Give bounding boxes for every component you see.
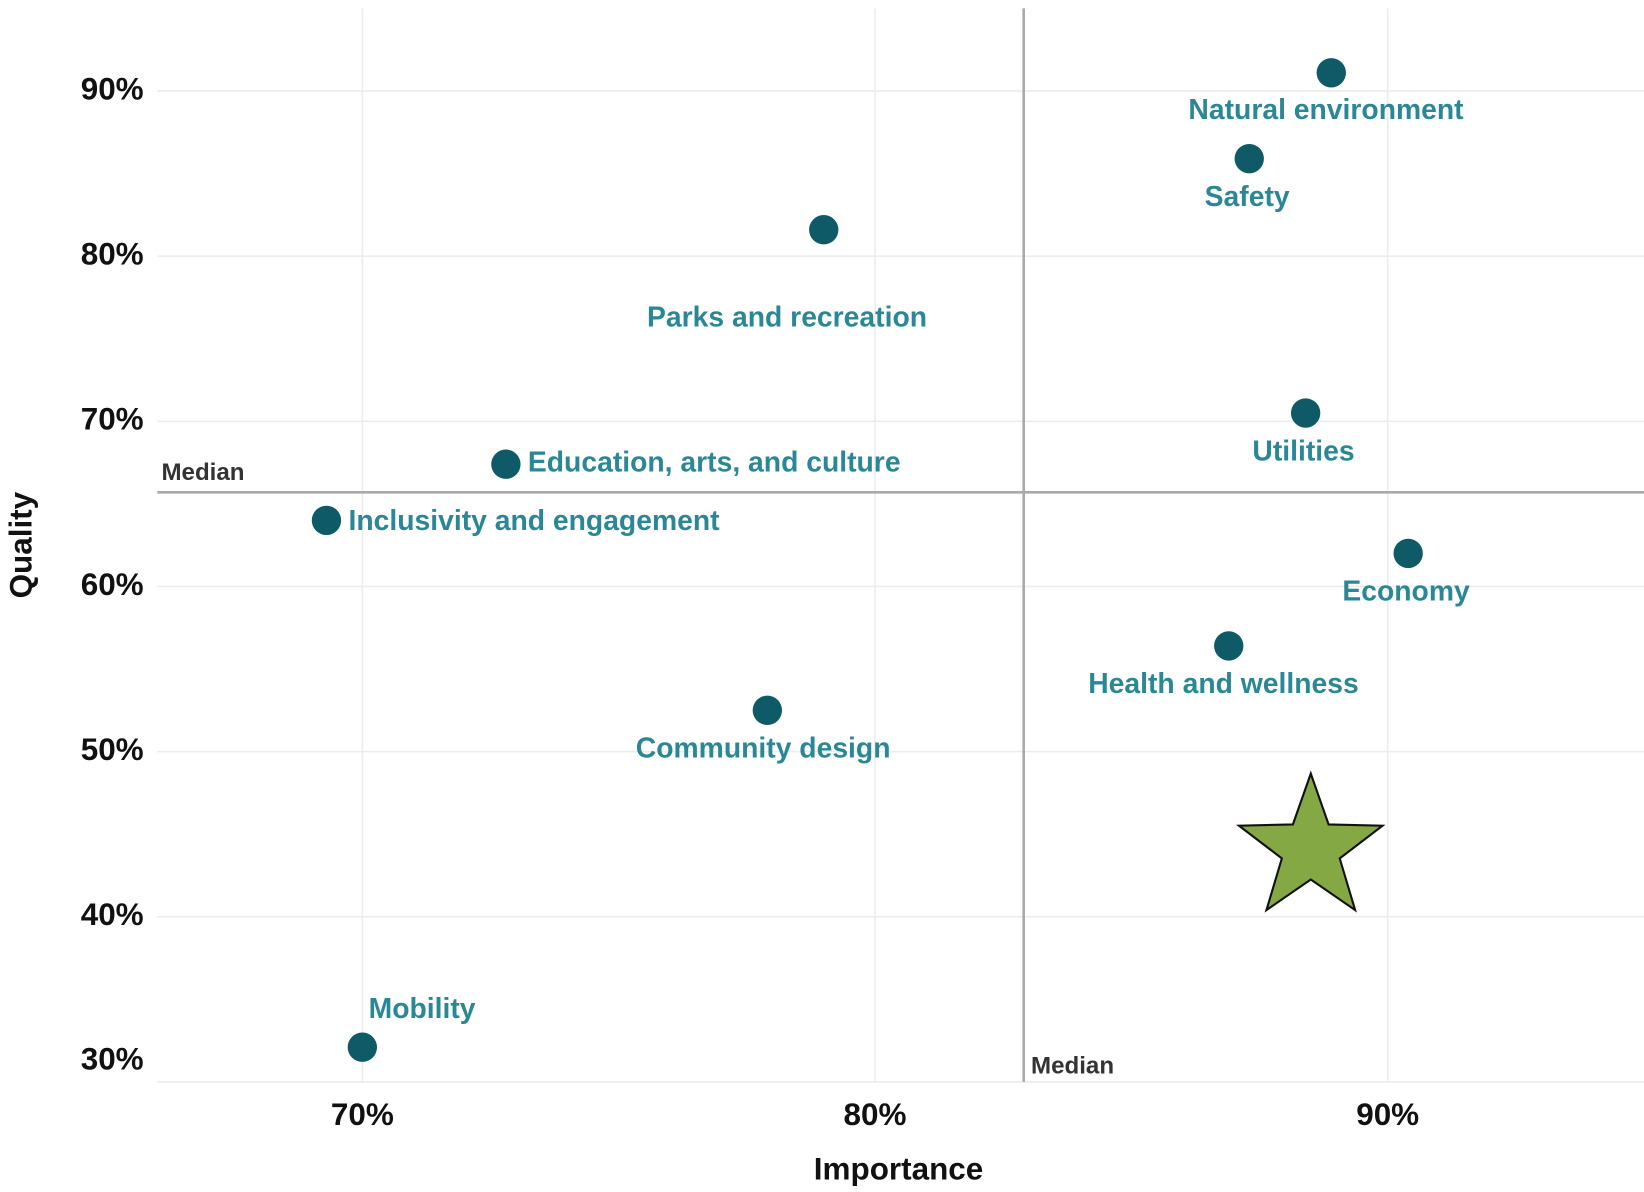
point-label: Mobility <box>369 992 476 1024</box>
y-tick-label: 70% <box>81 402 144 437</box>
y-tick-label: 80% <box>81 236 144 271</box>
point <box>311 505 342 536</box>
point <box>1393 538 1423 569</box>
x-axis-title: Importance <box>814 1151 983 1186</box>
point <box>347 1032 378 1062</box>
point <box>752 695 783 725</box>
point <box>809 215 839 245</box>
point-label: Education, arts, and culture <box>528 446 901 478</box>
plot-area <box>157 8 1644 1082</box>
median-label: Median <box>1031 1053 1114 1080</box>
highlight-star <box>1235 770 1386 913</box>
point <box>491 449 521 479</box>
point-label: Utilities <box>1252 434 1354 466</box>
point-label: Safety <box>1205 180 1290 212</box>
y-tick-label: 60% <box>81 567 144 602</box>
y-tick-label: 40% <box>81 897 144 932</box>
point <box>1234 144 1264 174</box>
point <box>1214 631 1244 661</box>
y-tick-label: 50% <box>81 732 144 767</box>
point-label: Economy <box>1342 575 1470 607</box>
point-label: Community design <box>636 732 891 764</box>
point-label: Parks and recreation <box>647 300 927 332</box>
y-tick-label: 30% <box>81 1041 144 1076</box>
y-axis-title: Quality <box>3 491 38 598</box>
point-label: Natural environment <box>1188 93 1464 125</box>
y-tick-label: 90% <box>81 71 144 106</box>
point <box>1290 398 1321 428</box>
point-label: Health and wellness <box>1088 667 1358 699</box>
point <box>1316 58 1346 88</box>
x-tick-label: 90% <box>1356 1097 1419 1132</box>
median-label: Median <box>161 459 244 486</box>
x-tick-label: 70% <box>331 1097 394 1132</box>
x-tick-label: 80% <box>844 1097 907 1132</box>
point-label: Inclusivity and engagement <box>348 504 720 536</box>
